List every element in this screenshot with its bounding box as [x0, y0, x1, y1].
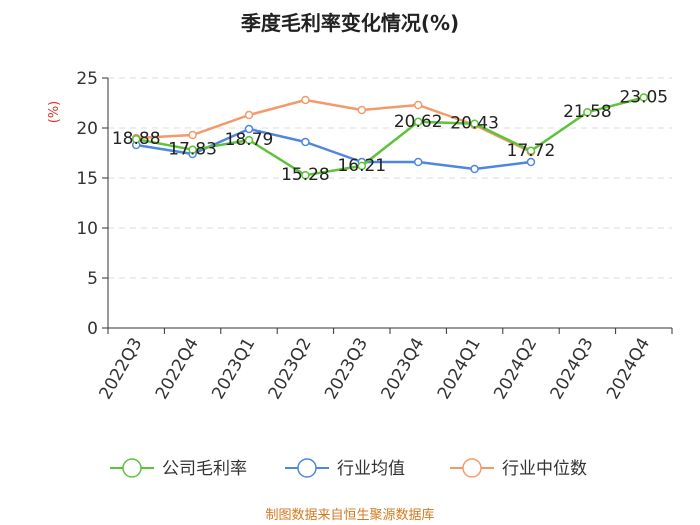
series-point	[188, 145, 197, 154]
legend-item[interactable]: 行业中位数	[450, 458, 587, 479]
legend[interactable]: 公司毛利率 行业均值 行业中位数	[110, 458, 587, 479]
data-label: 20.43	[450, 114, 499, 134]
grid-lines	[108, 77, 672, 279]
data-label: 23.05	[619, 88, 668, 108]
series-point	[244, 124, 254, 134]
legend-label: 行业均值	[337, 459, 405, 479]
series-point	[301, 95, 310, 105]
series-line	[136, 127, 532, 171]
data-label: 18.79	[225, 130, 274, 150]
data-label: 18.88	[112, 129, 161, 149]
x-tick-label: 2024Q1	[434, 334, 485, 402]
x-tick-label: 2023Q2	[265, 335, 316, 403]
series-point	[357, 105, 367, 115]
data-label: 15.28	[281, 165, 330, 185]
x-tick-label: 2023Q3	[321, 335, 372, 403]
data-label: 16.21	[337, 156, 386, 176]
series-point	[470, 164, 479, 174]
data-label: 17.83	[168, 140, 217, 160]
data-label: 20.62	[394, 112, 443, 132]
x-tick-label: 2023Q1	[208, 335, 259, 403]
series-point	[413, 117, 423, 127]
legend-marker	[122, 458, 142, 478]
series-line	[135, 96, 645, 177]
legend-marker	[462, 458, 482, 478]
series-point	[413, 100, 423, 110]
y-axis-label: (%)	[47, 101, 62, 124]
series-point	[413, 157, 423, 167]
x-tick-label: 2024Q4	[603, 335, 654, 403]
series-point	[301, 137, 310, 147]
series-point	[526, 146, 536, 156]
y-tick-label: 15	[76, 169, 98, 189]
y-tick-label: 20	[76, 119, 98, 139]
y-tick-label: 0	[87, 319, 98, 339]
series-point	[583, 107, 592, 117]
x-tick-label: 2024Q2	[490, 335, 541, 403]
series-point	[131, 134, 141, 144]
y-tick-label: 5	[87, 269, 98, 289]
data-label: 17.72	[507, 141, 556, 161]
x-tick-label: 2022Q4	[152, 335, 203, 403]
x-tick-label: 2022Q3	[95, 335, 146, 403]
series-point	[526, 157, 536, 167]
series-point	[470, 119, 479, 128]
series-line	[136, 98, 532, 154]
y-tick-label: 25	[76, 69, 98, 89]
legend-marker	[297, 458, 317, 478]
source-note: 制图数据来自恒生聚源数据库	[265, 507, 434, 523]
legend-label: 行业中位数	[502, 459, 587, 479]
y-tick-label: 10	[76, 219, 98, 239]
legend-item[interactable]: 公司毛利率	[110, 458, 247, 479]
series-point	[639, 93, 649, 102]
legend-label: 公司毛利率	[162, 459, 247, 479]
series-point	[357, 161, 367, 171]
data-labels: 18.88 17.83 18.79 15.28 16.21 20.62 20.43 17.72…	[112, 88, 668, 186]
x-tick-label: 2024Q3	[547, 335, 598, 403]
series-point	[244, 110, 254, 120]
legend-item[interactable]: 行业均值	[285, 458, 405, 479]
series-point	[301, 170, 310, 180]
chart-title: 季度毛利率变化情况(%)	[240, 11, 459, 35]
series-point	[188, 130, 197, 140]
series-layer	[131, 93, 649, 180]
x-tick-label: 2023Q4	[377, 335, 428, 403]
series-point	[244, 135, 254, 145]
data-label: 21.58	[563, 102, 612, 122]
